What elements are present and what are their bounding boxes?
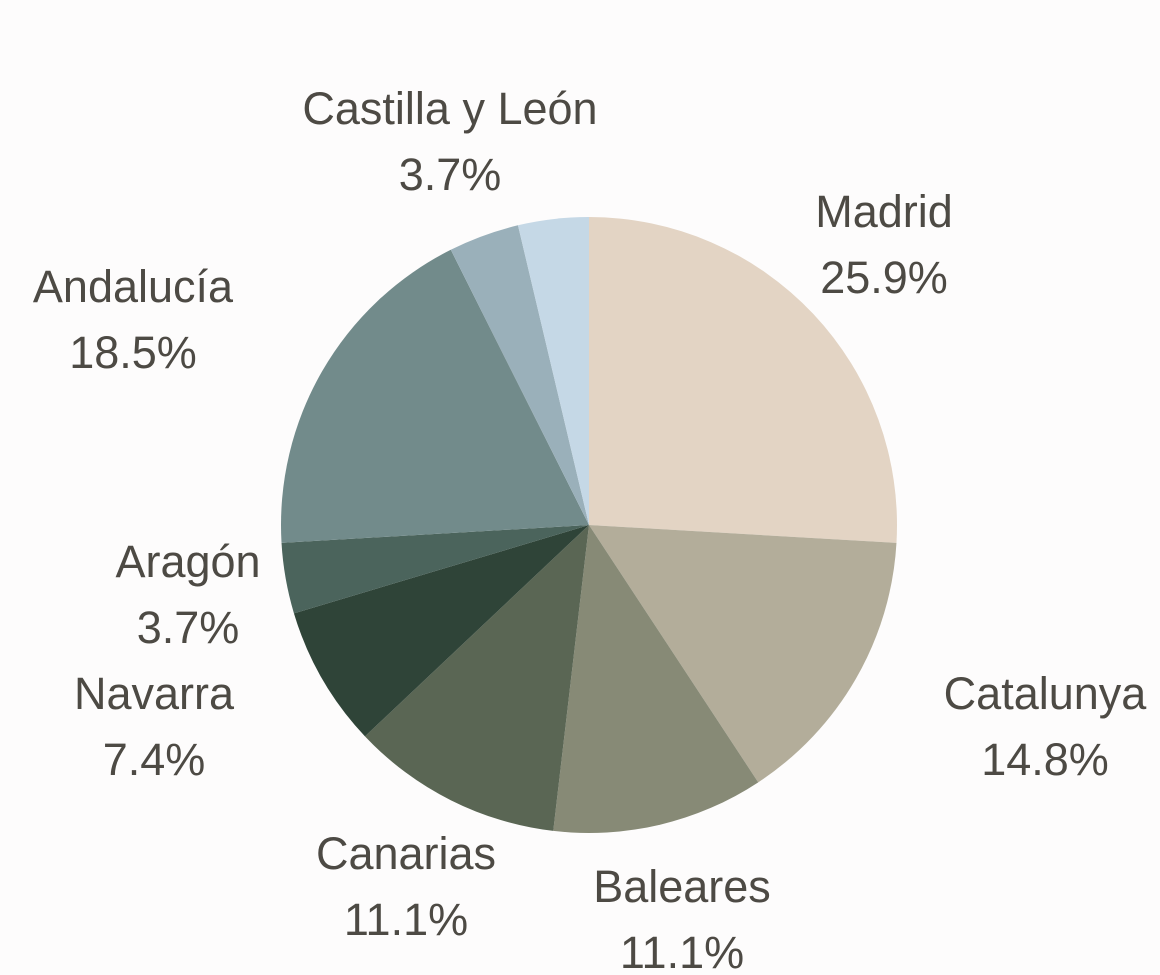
slice-label: Catalunya [944, 668, 1148, 719]
pie-slice [553, 525, 759, 833]
pie-slice [364, 525, 589, 831]
value-label: 18.5% [69, 327, 197, 378]
pie-slice [293, 525, 589, 737]
value-label: 7.4% [103, 734, 206, 785]
slice-label: Baleares [593, 861, 771, 912]
value-label: 11.1% [620, 927, 744, 975]
slice-label: Madrid [815, 186, 953, 237]
slice-label: Aragón [115, 536, 260, 587]
slice-label: Andalucía [33, 261, 234, 312]
pie-slice [517, 217, 589, 525]
slice-label: Castilla y León [302, 83, 597, 134]
value-label: 3.7% [399, 149, 502, 200]
slice-label: Canarias [316, 828, 496, 879]
pie-slice [589, 525, 897, 783]
slice-label: Navarra [74, 668, 235, 719]
pie-slice [450, 225, 589, 525]
pie-slice [281, 525, 589, 614]
value-label: 14.8% [981, 734, 1109, 785]
value-label: 11.1% [344, 894, 468, 945]
pie-slice [281, 249, 589, 543]
value-label: 25.9% [820, 252, 948, 303]
pie-slice [589, 217, 898, 543]
value-label: 3.7% [137, 602, 240, 653]
